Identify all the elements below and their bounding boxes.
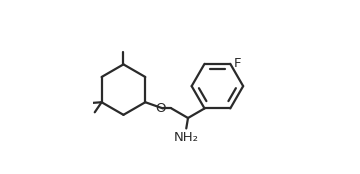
Text: NH₂: NH₂ — [174, 131, 199, 144]
Text: F: F — [233, 57, 241, 70]
Text: O: O — [155, 102, 165, 115]
